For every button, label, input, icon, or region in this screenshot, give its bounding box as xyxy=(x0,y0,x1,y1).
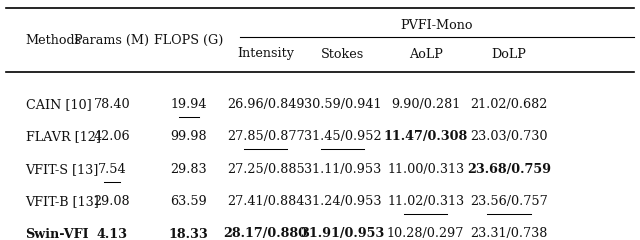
Text: Stokes: Stokes xyxy=(321,48,364,60)
Text: 99.98: 99.98 xyxy=(170,130,207,143)
Text: AoLP: AoLP xyxy=(409,48,442,60)
Text: 42.06: 42.06 xyxy=(93,130,131,143)
Text: 7.54: 7.54 xyxy=(98,163,126,176)
Text: VFIT-B [13]: VFIT-B [13] xyxy=(26,195,99,208)
Text: Params (M): Params (M) xyxy=(74,34,150,47)
Text: 23.56/0.757: 23.56/0.757 xyxy=(470,195,548,208)
Text: 27.41/0.884: 27.41/0.884 xyxy=(227,195,304,208)
Text: FLOPS (G): FLOPS (G) xyxy=(154,34,223,47)
Text: 31.45/0.952: 31.45/0.952 xyxy=(303,130,381,143)
Text: 31.11/0.953: 31.11/0.953 xyxy=(304,163,381,176)
Text: 30.59/0.941: 30.59/0.941 xyxy=(303,98,381,111)
Text: 27.25/0.885: 27.25/0.885 xyxy=(227,163,305,176)
Text: 23.03/0.730: 23.03/0.730 xyxy=(470,130,548,143)
Text: 4.13: 4.13 xyxy=(97,228,127,240)
Text: 78.40: 78.40 xyxy=(93,98,131,111)
Text: Intensity: Intensity xyxy=(237,48,294,60)
Text: FLAVR [12]: FLAVR [12] xyxy=(26,130,100,143)
Text: 11.00/0.313: 11.00/0.313 xyxy=(387,163,464,176)
Text: 31.24/0.953: 31.24/0.953 xyxy=(303,195,381,208)
Text: VFIT-S [13]: VFIT-S [13] xyxy=(26,163,99,176)
Text: 19.94: 19.94 xyxy=(170,98,207,111)
Text: 31.91/0.953: 31.91/0.953 xyxy=(300,228,385,240)
Text: DoLP: DoLP xyxy=(492,48,526,60)
Text: 10.28/0.297: 10.28/0.297 xyxy=(387,228,464,240)
Text: CAIN [10]: CAIN [10] xyxy=(26,98,92,111)
Text: 28.17/0.880: 28.17/0.880 xyxy=(223,228,308,240)
Text: 63.59: 63.59 xyxy=(170,195,207,208)
Text: Swin-VFI: Swin-VFI xyxy=(26,228,89,240)
Text: 23.68/0.759: 23.68/0.759 xyxy=(467,163,551,176)
Text: 11.47/0.308: 11.47/0.308 xyxy=(383,130,468,143)
Text: 26.96/0.849: 26.96/0.849 xyxy=(227,98,305,111)
Text: 11.02/0.313: 11.02/0.313 xyxy=(387,195,464,208)
Text: 29.83: 29.83 xyxy=(170,163,207,176)
Text: 29.08: 29.08 xyxy=(93,195,131,208)
Text: 21.02/0.682: 21.02/0.682 xyxy=(470,98,547,111)
Text: Methods: Methods xyxy=(26,34,82,47)
Text: PVFI-Mono: PVFI-Mono xyxy=(401,19,473,32)
Text: 18.33: 18.33 xyxy=(169,228,209,240)
Text: 23.31/0.738: 23.31/0.738 xyxy=(470,228,547,240)
Text: 27.85/0.877: 27.85/0.877 xyxy=(227,130,305,143)
Text: 9.90/0.281: 9.90/0.281 xyxy=(391,98,460,111)
